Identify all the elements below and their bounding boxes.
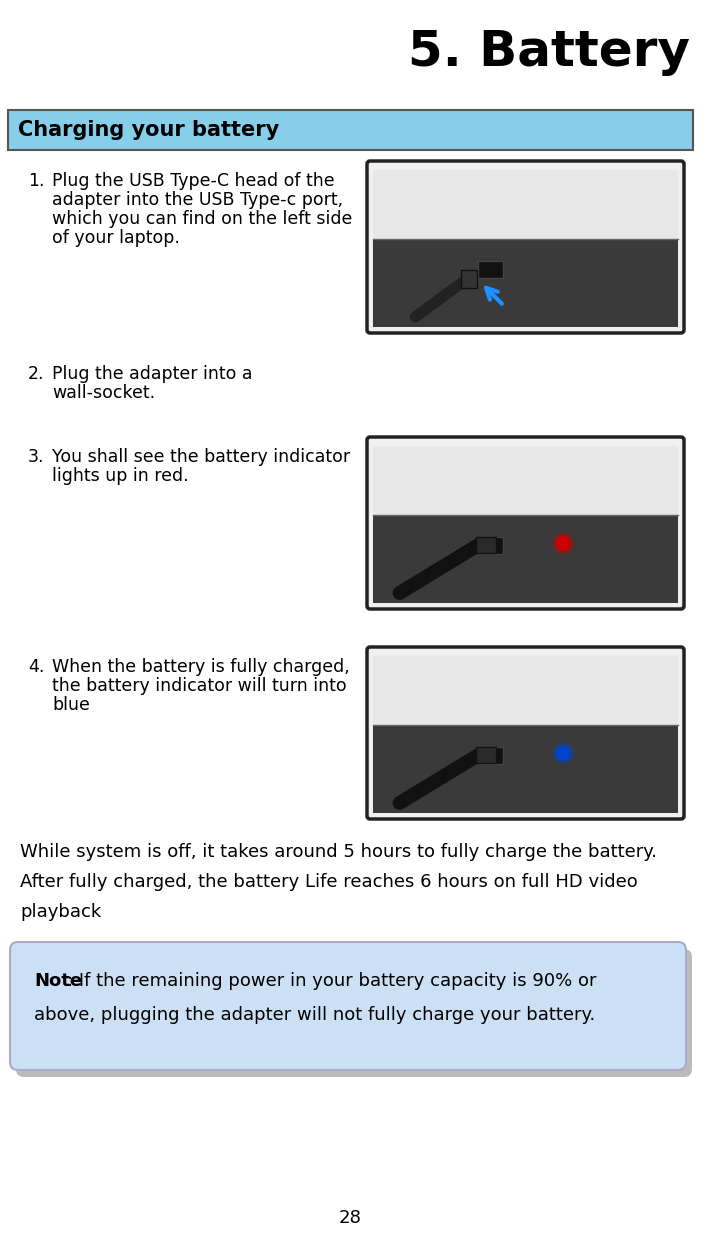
Text: lights up in red.: lights up in red.: [52, 468, 189, 485]
Circle shape: [557, 746, 571, 761]
Circle shape: [553, 743, 573, 763]
Text: When the battery is fully charged,: When the battery is fully charged,: [52, 658, 350, 675]
Bar: [476, 537, 496, 553]
Text: : If the remaining power in your battery capacity is 90% or: : If the remaining power in your battery…: [67, 972, 597, 990]
Text: 4.: 4.: [28, 658, 44, 675]
Text: 3.: 3.: [28, 448, 44, 466]
Text: Note: Note: [34, 972, 82, 990]
Circle shape: [553, 533, 573, 553]
Text: 2.: 2.: [28, 365, 44, 383]
Text: 5. Battery: 5. Battery: [408, 28, 690, 75]
Text: which you can find on the left side: which you can find on the left side: [52, 210, 353, 228]
FancyBboxPatch shape: [367, 647, 684, 819]
Polygon shape: [373, 656, 678, 725]
Polygon shape: [373, 239, 678, 327]
Text: the battery indicator will turn into: the battery indicator will turn into: [52, 677, 346, 695]
FancyBboxPatch shape: [10, 943, 686, 1070]
Text: After fully charged, the battery Life reaches 6 hours on full HD video: After fully charged, the battery Life re…: [20, 873, 638, 891]
FancyBboxPatch shape: [367, 161, 684, 333]
FancyBboxPatch shape: [8, 110, 693, 150]
Polygon shape: [373, 169, 678, 239]
Polygon shape: [373, 725, 678, 813]
FancyBboxPatch shape: [16, 949, 692, 1077]
Text: adapter into the USB Type-c port,: adapter into the USB Type-c port,: [52, 190, 343, 209]
Text: wall-socket.: wall-socket.: [52, 383, 155, 402]
Text: 1.: 1.: [28, 172, 44, 190]
Text: Plug the adapter into a: Plug the adapter into a: [52, 365, 252, 383]
Text: While system is off, it takes around 5 hours to fully charge the battery.: While system is off, it takes around 5 h…: [20, 842, 657, 861]
Bar: [461, 270, 477, 287]
FancyBboxPatch shape: [367, 437, 684, 609]
Polygon shape: [373, 515, 678, 602]
Text: Plug the USB Type-C head of the: Plug the USB Type-C head of the: [52, 172, 334, 190]
Bar: [478, 537, 503, 554]
Bar: [478, 261, 503, 277]
Bar: [478, 747, 503, 763]
Circle shape: [557, 537, 571, 550]
Polygon shape: [373, 447, 678, 515]
Text: You shall see the battery indicator: You shall see the battery indicator: [52, 448, 350, 466]
Bar: [476, 747, 496, 763]
Text: of your laptop.: of your laptop.: [52, 229, 180, 247]
Text: 28: 28: [339, 1209, 362, 1227]
Text: blue: blue: [52, 696, 90, 714]
Text: playback: playback: [20, 903, 101, 922]
Text: above, plugging the adapter will not fully charge your battery.: above, plugging the adapter will not ful…: [34, 1006, 595, 1024]
Text: Charging your battery: Charging your battery: [18, 120, 279, 140]
